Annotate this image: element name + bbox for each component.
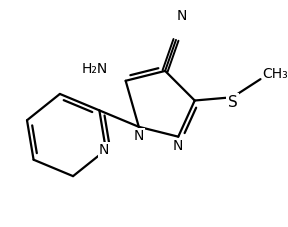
Text: H₂N: H₂N: [81, 62, 107, 76]
Text: N: N: [99, 143, 109, 157]
Text: N: N: [134, 129, 144, 143]
Text: N: N: [176, 9, 187, 23]
Text: N: N: [173, 139, 183, 153]
Text: S: S: [228, 95, 237, 110]
Text: CH₃: CH₃: [262, 67, 288, 81]
